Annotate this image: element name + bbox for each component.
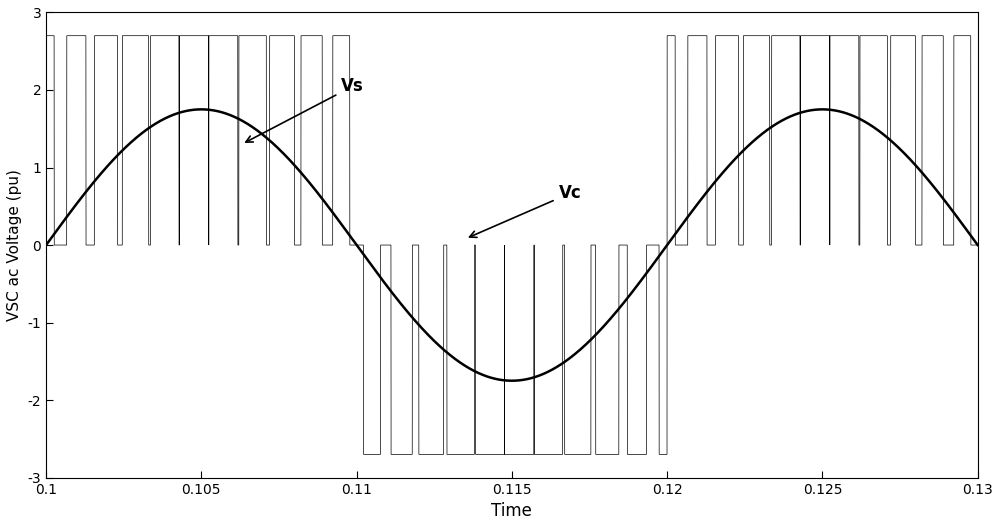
Text: Vc: Vc bbox=[470, 184, 581, 237]
Text: Vs: Vs bbox=[246, 77, 364, 142]
Y-axis label: VSC ac Voltage (pu): VSC ac Voltage (pu) bbox=[7, 169, 22, 321]
X-axis label: Time: Time bbox=[491, 502, 532, 520]
